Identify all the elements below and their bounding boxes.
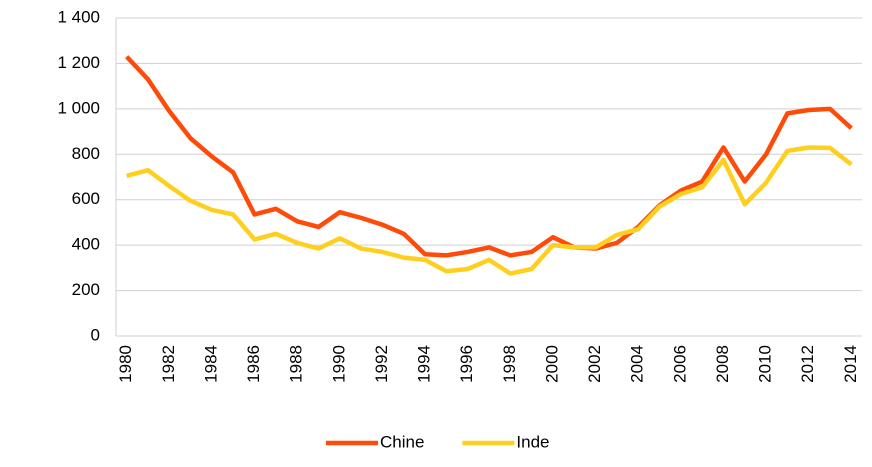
x-tick-label: 2012 bbox=[798, 345, 817, 383]
series-line bbox=[126, 145, 853, 276]
x-tick-label: 1990 bbox=[329, 345, 348, 383]
x-tick-label: 2000 bbox=[542, 345, 561, 383]
y-tick-label: 200 bbox=[72, 280, 100, 299]
y-tick-label: 1 000 bbox=[57, 98, 100, 117]
legend-label: Chine bbox=[380, 432, 424, 451]
x-tick-label: 1998 bbox=[500, 345, 519, 383]
x-tick-label: 2008 bbox=[713, 345, 732, 383]
legend: Chine Inde bbox=[326, 432, 550, 451]
x-tick-label: 1980 bbox=[116, 345, 135, 383]
y-tick-label: 600 bbox=[72, 189, 100, 208]
x-tick-label: 1986 bbox=[244, 345, 263, 383]
y-tick-label: 800 bbox=[72, 144, 100, 163]
series-line bbox=[125, 55, 853, 258]
x-tick-label: 1996 bbox=[457, 345, 476, 383]
y-tick-label: 1 200 bbox=[57, 53, 100, 72]
x-tick-label: 2014 bbox=[841, 345, 860, 383]
y-tick-label: 1 400 bbox=[57, 7, 100, 26]
x-tick-label: 1984 bbox=[201, 345, 220, 383]
y-tick-label: 400 bbox=[72, 235, 100, 254]
x-tick-label: 2002 bbox=[585, 345, 604, 383]
legend-label: Inde bbox=[516, 432, 549, 451]
x-tick-label: 2006 bbox=[670, 345, 689, 383]
y-tick-label: 0 bbox=[91, 325, 100, 344]
x-tick-label: 1994 bbox=[415, 345, 434, 383]
x-tick-label: 1982 bbox=[159, 345, 178, 383]
x-tick-label: 1992 bbox=[372, 345, 391, 383]
x-tick-label: 2010 bbox=[756, 345, 775, 383]
x-tick-label: 2004 bbox=[628, 345, 647, 383]
x-tick-label: 1988 bbox=[287, 345, 306, 383]
